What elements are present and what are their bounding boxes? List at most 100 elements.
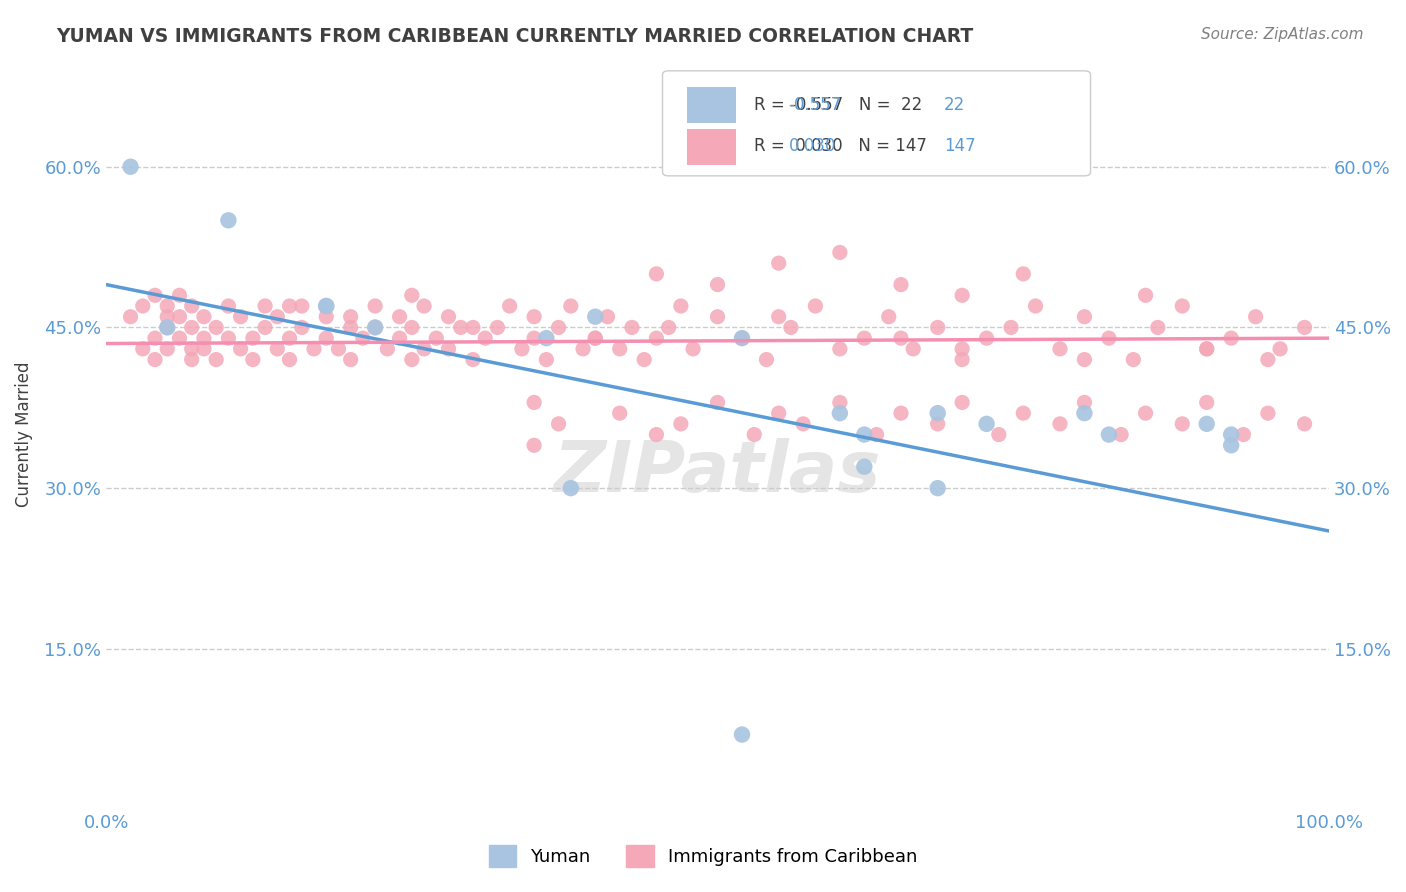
Point [156,299,179,313]
Point [413,342,436,356]
Point [1073,352,1095,367]
Point [1195,417,1218,431]
Point [596,310,619,324]
Point [927,481,949,495]
Point [572,342,595,356]
Point [731,727,754,741]
Point [1000,320,1022,334]
Point [890,331,912,345]
Point [547,320,569,334]
Point [120,160,142,174]
Point [377,342,399,356]
Point [609,406,631,420]
Point [254,320,277,334]
Point [193,342,215,356]
Point [658,320,681,334]
Point [976,417,998,431]
Point [425,331,447,345]
Point [1122,352,1144,367]
Point [352,331,374,345]
Point [768,406,790,420]
Point [1012,267,1035,281]
Point [645,427,668,442]
Point [156,320,179,334]
Point [229,310,252,324]
Point [536,352,558,367]
Point [1232,427,1254,442]
Point [339,320,361,334]
Point [242,331,264,345]
Point [804,299,827,313]
Point [315,299,337,313]
Point [156,320,179,334]
Point [339,352,361,367]
Point [890,406,912,420]
Point [583,310,606,324]
Point [706,310,728,324]
Point [706,277,728,292]
Point [242,352,264,367]
Point [450,320,472,334]
Point [1073,406,1095,420]
Point [523,331,546,345]
Point [1073,395,1095,409]
Point [193,310,215,324]
Point [731,331,754,345]
Point [278,331,301,345]
Point [291,299,314,313]
Point [620,320,643,334]
Point [976,331,998,345]
Point [1146,320,1168,334]
Point [828,342,851,356]
Point [1257,352,1279,367]
Point [364,320,387,334]
Point [388,331,411,345]
Point [742,427,765,442]
Point [364,320,387,334]
Point [413,299,436,313]
Point [768,256,790,270]
Point [315,310,337,324]
Point [254,299,277,313]
Point [828,406,851,420]
Point [169,310,191,324]
Point [205,320,228,334]
Text: YUMAN VS IMMIGRANTS FROM CARIBBEAN CURRENTLY MARRIED CORRELATION CHART: YUMAN VS IMMIGRANTS FROM CARIBBEAN CURRE… [56,27,973,45]
Point [132,342,155,356]
Point [927,320,949,334]
Point [792,417,814,431]
Point [950,395,973,409]
FancyBboxPatch shape [662,70,1091,176]
Point [143,288,166,302]
Point [1171,299,1194,313]
Text: R =  0.030   N = 147: R = 0.030 N = 147 [754,136,927,155]
Point [156,342,179,356]
Point [523,395,546,409]
Point [180,320,202,334]
Point [302,342,325,356]
Point [388,310,411,324]
Point [853,331,876,345]
Point [401,320,423,334]
Point [1135,406,1157,420]
Point [1073,310,1095,324]
Point [523,438,546,452]
Point [1195,342,1218,356]
Point [510,342,533,356]
Point [217,331,239,345]
Point [278,299,301,313]
Point [217,213,239,227]
Point [523,310,546,324]
Point [180,299,202,313]
Point [1220,331,1243,345]
Point [1024,299,1046,313]
Point [143,331,166,345]
Point [132,299,155,313]
Text: 22: 22 [943,95,965,113]
Y-axis label: Currently Married: Currently Married [15,362,32,508]
Point [669,299,692,313]
Point [536,331,558,345]
Point [266,342,288,356]
Point [1294,417,1316,431]
Point [1109,427,1132,442]
